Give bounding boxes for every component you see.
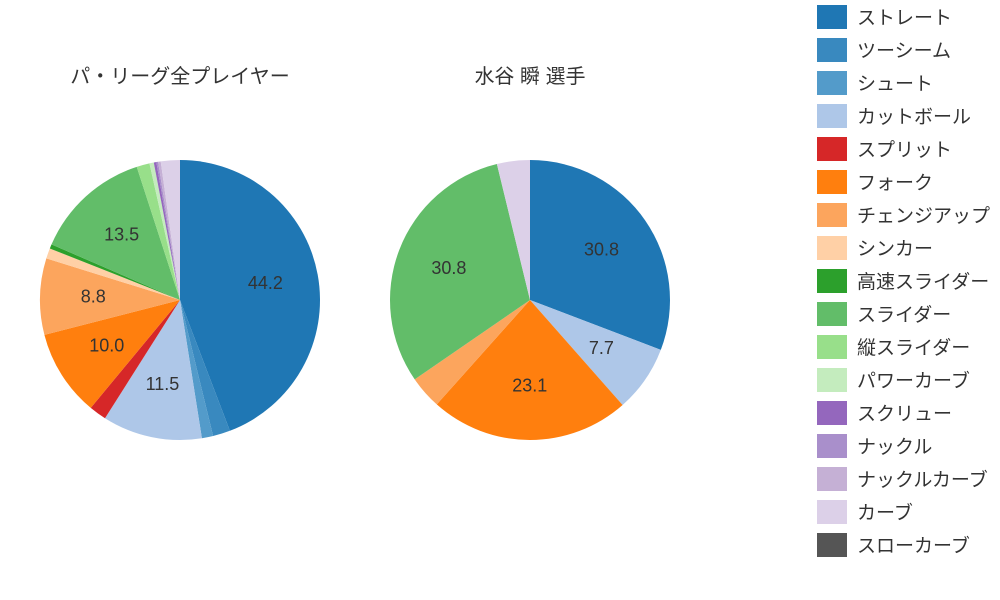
legend-swatch [817, 434, 847, 458]
slice-label: 44.2 [248, 273, 283, 293]
slice-label: 30.8 [584, 240, 619, 260]
pie-chart-player: 水谷 瞬 選手 30.8 7.7 23.1 30.8 [350, 0, 710, 600]
pie-holder-player: 30.8 7.7 23.1 30.8 [370, 140, 690, 465]
legend-label: ナックルカーブ [857, 465, 988, 492]
chart-container: パ・リーグ全プレイヤー 44.2 11.5 10.0 8.8 13.5 水谷 瞬 選手 … [0, 0, 1000, 600]
legend-swatch [817, 302, 847, 326]
legend-label: シュート [857, 69, 933, 96]
legend-label: スローカーブ [857, 531, 970, 558]
legend-item: スライダー [817, 297, 990, 330]
legend-label: ストレート [857, 3, 952, 30]
legend-swatch [817, 368, 847, 392]
slice-label: 10.0 [89, 335, 124, 355]
legend-swatch [817, 137, 847, 161]
legend-label: 縦スライダー [857, 333, 970, 360]
legend-swatch [817, 38, 847, 62]
legend-label: スライダー [857, 300, 951, 327]
legend: ストレートツーシームシュートカットボールスプリットフォークチェンジアップシンカー… [817, 0, 990, 561]
legend-item: 高速スライダー [817, 264, 990, 297]
chart-title-league: パ・リーグ全プレイヤー [0, 60, 360, 89]
legend-item: スクリュー [817, 396, 990, 429]
legend-label: フォーク [857, 168, 933, 195]
legend-label: スプリット [857, 135, 952, 162]
legend-item: ナックルカーブ [817, 462, 990, 495]
legend-swatch [817, 467, 847, 491]
legend-item: シンカー [817, 231, 990, 264]
legend-swatch [817, 104, 847, 128]
legend-swatch [817, 203, 847, 227]
legend-swatch [817, 533, 847, 557]
slice-label: 7.7 [589, 338, 614, 358]
legend-label: ツーシーム [857, 36, 951, 63]
legend-item: スプリット [817, 132, 990, 165]
legend-label: チェンジアップ [857, 201, 990, 228]
slice-label: 13.5 [104, 225, 139, 245]
legend-swatch [817, 236, 847, 260]
legend-label: シンカー [857, 234, 933, 261]
legend-item: ストレート [817, 0, 990, 33]
legend-item: パワーカーブ [817, 363, 990, 396]
legend-item: ツーシーム [817, 33, 990, 66]
pie-chart-league: パ・リーグ全プレイヤー 44.2 11.5 10.0 8.8 13.5 [0, 0, 360, 600]
slice-label: 11.5 [146, 374, 180, 394]
pie-holder-league: 44.2 11.5 10.0 8.8 13.5 [20, 140, 340, 465]
legend-item: 縦スライダー [817, 330, 990, 363]
legend-label: パワーカーブ [857, 366, 970, 393]
legend-swatch [817, 401, 847, 425]
legend-swatch [817, 335, 847, 359]
slice-label: 30.8 [431, 258, 466, 278]
legend-swatch [817, 269, 847, 293]
slice-label: 23.1 [512, 376, 547, 396]
legend-item: シュート [817, 66, 990, 99]
chart-title-player: 水谷 瞬 選手 [350, 60, 710, 89]
legend-label: カーブ [857, 498, 913, 525]
legend-item: スローカーブ [817, 528, 990, 561]
legend-item: ナックル [817, 429, 990, 462]
legend-label: スクリュー [857, 399, 952, 426]
legend-item: チェンジアップ [817, 198, 990, 231]
legend-swatch [817, 170, 847, 194]
legend-swatch [817, 71, 847, 95]
slice-label: 8.8 [81, 287, 106, 307]
legend-swatch [817, 500, 847, 524]
legend-item: カットボール [817, 99, 990, 132]
legend-label: カットボール [857, 102, 971, 129]
legend-label: ナックル [857, 432, 932, 459]
legend-label: 高速スライダー [857, 267, 989, 294]
legend-swatch [817, 5, 847, 29]
legend-item: フォーク [817, 165, 990, 198]
legend-item: カーブ [817, 495, 990, 528]
